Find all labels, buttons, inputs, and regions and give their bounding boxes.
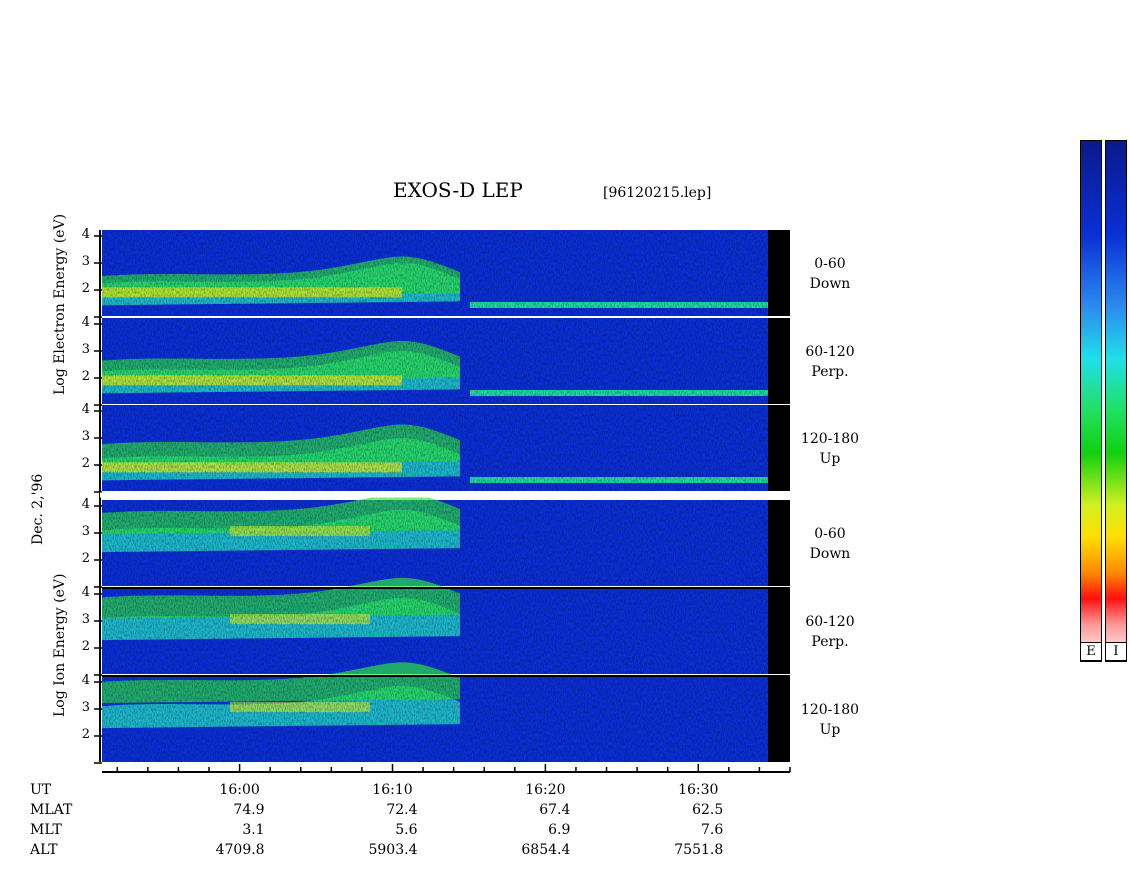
- pitch-range: 60-120: [805, 344, 855, 360]
- pitch-direction: Perp.: [811, 634, 849, 650]
- ephemeris-alt-value: 5903.4: [368, 842, 418, 858]
- y-tick-label: 4: [81, 402, 90, 417]
- pitch-direction: Up: [819, 722, 841, 738]
- y-tick-label: 4: [81, 497, 90, 512]
- pitch-direction: Down: [809, 276, 851, 292]
- electron-colorbar: [1080, 140, 1102, 662]
- y-tick-label: 3: [81, 254, 90, 269]
- ephemeris-ut-value: 16:10: [372, 782, 413, 798]
- y-tick-label: 3: [81, 524, 90, 539]
- panel-electron-perp: [102, 318, 790, 404]
- ion-y-axis-label: Log Ion Energy (eV): [52, 573, 68, 717]
- pitch-angle-label: 0-60 Down: [795, 254, 865, 294]
- ephemeris-mlt-value: 6.9: [548, 822, 571, 838]
- time-axis: [102, 764, 791, 773]
- y-tick-label: 3: [81, 342, 90, 357]
- y-tick-label: 4: [81, 673, 90, 688]
- ephemeris-mlt-value: 3.1: [242, 822, 265, 838]
- panel-ion-up: [102, 662, 790, 762]
- y-tick-label: 3: [81, 429, 90, 444]
- pitch-angle-label: 120-180 Up: [795, 429, 865, 469]
- ion-colorbar: [1105, 140, 1127, 662]
- ephemeris-ut-value: 16:20: [525, 782, 566, 798]
- pitch-range: 120-180: [800, 431, 860, 447]
- panel-electron-down: [102, 230, 790, 316]
- y-tick-label: 3: [81, 700, 90, 715]
- pitch-range: 60-120: [805, 614, 855, 630]
- ephemeris-alt-value: 7551.8: [674, 842, 724, 858]
- ephemeris-alt-value: 4709.8: [215, 842, 265, 858]
- y-tick-label: 4: [81, 227, 90, 242]
- pitch-direction: Up: [819, 451, 841, 467]
- colorbar-label-e: E: [1080, 642, 1102, 661]
- ephemeris-mlat-value: 74.9: [233, 802, 265, 818]
- date-label: Dec. 2,'96: [30, 473, 46, 545]
- y-tick-label: 2: [81, 727, 90, 742]
- pitch-range: 120-180: [800, 702, 860, 718]
- ephemeris-ut-value: 16:00: [219, 782, 260, 798]
- pitch-direction: Down: [809, 546, 851, 562]
- panel-electron-up: [102, 405, 790, 491]
- ephemeris-alt-value: 6854.4: [521, 842, 571, 858]
- y-tick-label: 2: [81, 456, 90, 471]
- y-tick-label: 2: [81, 639, 90, 654]
- electron-y-axis-label: Log Electron Energy (eV): [52, 213, 68, 395]
- ephemeris-ut-value: 16:30: [678, 782, 719, 798]
- colorbar-label-i: I: [1105, 642, 1127, 661]
- pitch-range: 0-60: [814, 256, 846, 272]
- y-tick-label: 2: [81, 551, 90, 566]
- ephemeris-label-mlat: MLAT: [30, 802, 73, 818]
- pitch-angle-label: 120-180 Up: [795, 700, 865, 740]
- pitch-angle-label: 0-60 Down: [795, 524, 865, 564]
- pitch-direction: Perp.: [811, 364, 849, 380]
- ephemeris-mlt-value: 7.6: [701, 822, 724, 838]
- y-tick-label: 2: [81, 281, 90, 296]
- ephemeris-mlat-value: 62.5: [692, 802, 724, 818]
- chart-title: EXOS-D LEP: [393, 178, 523, 202]
- panel-ion-down: [102, 493, 790, 586]
- pitch-angle-label: 60-120 Perp.: [795, 612, 865, 652]
- ephemeris-mlat-value: 67.4: [539, 802, 571, 818]
- y-tick-label: 4: [81, 315, 90, 330]
- pitch-range: 0-60: [814, 526, 846, 542]
- y-tick-label: 3: [81, 612, 90, 627]
- y-tick-label: 4: [81, 585, 90, 600]
- ephemeris-mlt-value: 5.6: [395, 822, 418, 838]
- ephemeris-label-mlt: MLT: [30, 822, 62, 838]
- ephemeris-mlat-value: 72.4: [386, 802, 418, 818]
- ephemeris-label-alt: ALT: [30, 842, 58, 858]
- panel-ion-perp: [102, 577, 790, 674]
- ephemeris-label-ut: UT: [30, 782, 52, 798]
- pitch-angle-label: 60-120 Perp.: [795, 342, 865, 382]
- y-tick-label: 2: [81, 369, 90, 384]
- file-name: [96120215.lep]: [603, 185, 712, 201]
